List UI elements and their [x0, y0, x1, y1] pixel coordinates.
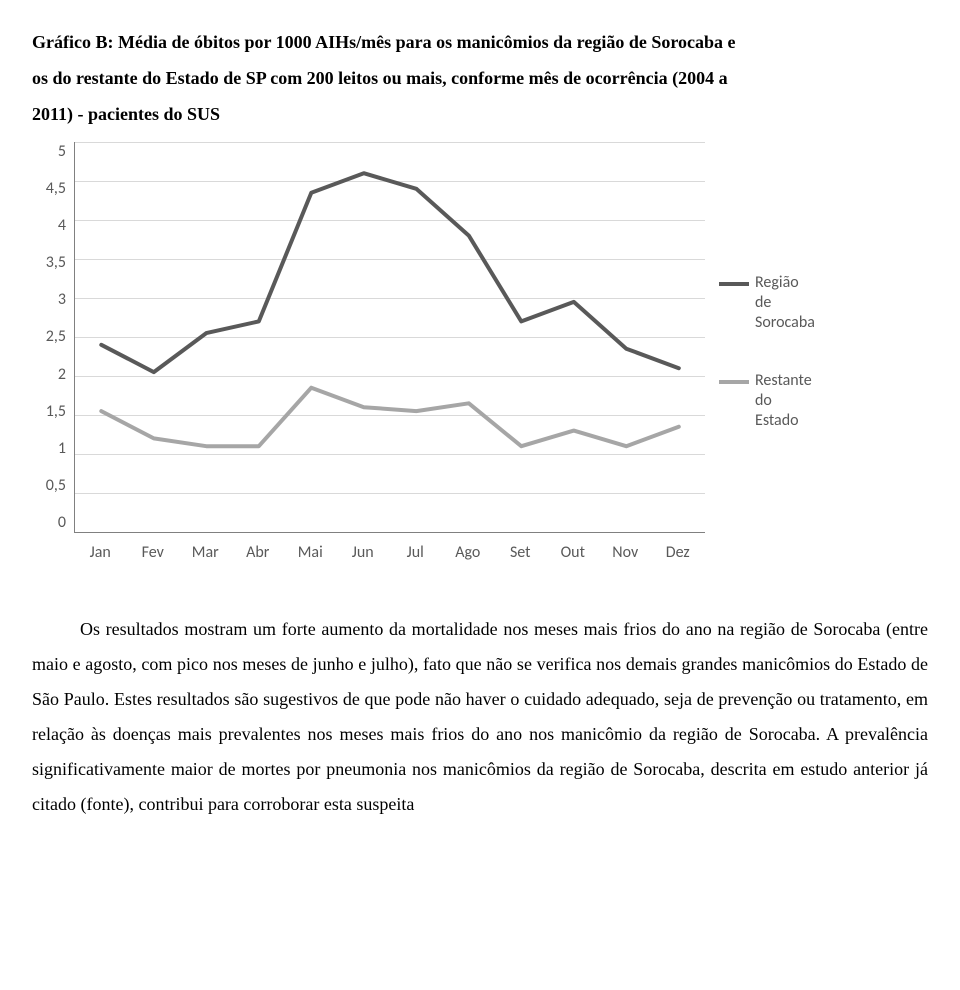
y-tick-label: 0,5 — [46, 476, 66, 495]
x-tick-label: Abr — [232, 543, 285, 562]
x-tick-label: Mai — [284, 543, 337, 562]
x-tick-label: Ago — [442, 543, 495, 562]
y-tick-label: 4,5 — [46, 179, 66, 198]
legend-item: RestantedoEstado — [719, 371, 815, 431]
legend-swatch — [719, 380, 749, 384]
y-tick-label: 2,5 — [46, 327, 66, 346]
y-tick-label: 3,5 — [46, 253, 66, 272]
x-tick-label: Fev — [127, 543, 180, 562]
y-axis: 5 4,5 4 3,5 3 2,5 2 1,5 1 0,5 0 — [32, 142, 74, 532]
title-line-3: 2011) - pacientes do SUS — [32, 104, 220, 124]
chart-container: 5 4,5 4 3,5 3 2,5 2 1,5 1 0,5 0 JanFevMarAbrMaiJun… — [32, 142, 928, 562]
x-tick-label: Dez — [652, 543, 705, 562]
title-line-1: Gráfico B: Média de óbitos por 1000 AIHs… — [32, 32, 736, 52]
x-tick-label: Mar — [179, 543, 232, 562]
legend-swatch — [719, 282, 749, 286]
x-tick-label: Out — [547, 543, 600, 562]
y-tick-label: 0 — [58, 513, 66, 532]
y-tick-label: 5 — [58, 142, 66, 161]
title-line-2: os do restante do Estado de SP com 200 l… — [32, 68, 728, 88]
legend-label: RegiãodeSorocaba — [755, 273, 815, 333]
x-tick-label: Nov — [599, 543, 652, 562]
legend-label: RestantedoEstado — [755, 371, 812, 431]
plot-area — [74, 142, 705, 533]
y-tick-label: 1 — [58, 439, 66, 458]
y-tick-label: 4 — [58, 216, 66, 235]
y-tick-label: 1,5 — [46, 402, 66, 421]
x-tick-label: Jul — [389, 543, 442, 562]
body-paragraph: Os resultados mostram um forte aumento d… — [32, 612, 928, 823]
x-tick-label: Jun — [337, 543, 390, 562]
x-tick-label: Set — [494, 543, 547, 562]
legend: RegiãodeSorocaba RestantedoEstado — [705, 142, 815, 562]
y-tick-label: 3 — [58, 290, 66, 309]
x-axis: JanFevMarAbrMaiJunJulAgoSetOutNovDez — [74, 543, 704, 562]
series-line — [101, 173, 679, 372]
line-svg — [75, 142, 705, 532]
chart-title: Gráfico B: Média de óbitos por 1000 AIHs… — [32, 24, 928, 132]
legend-item: RegiãodeSorocaba — [719, 273, 815, 333]
y-tick-label: 2 — [58, 365, 66, 384]
x-tick-label: Jan — [74, 543, 127, 562]
series-line — [101, 388, 679, 447]
